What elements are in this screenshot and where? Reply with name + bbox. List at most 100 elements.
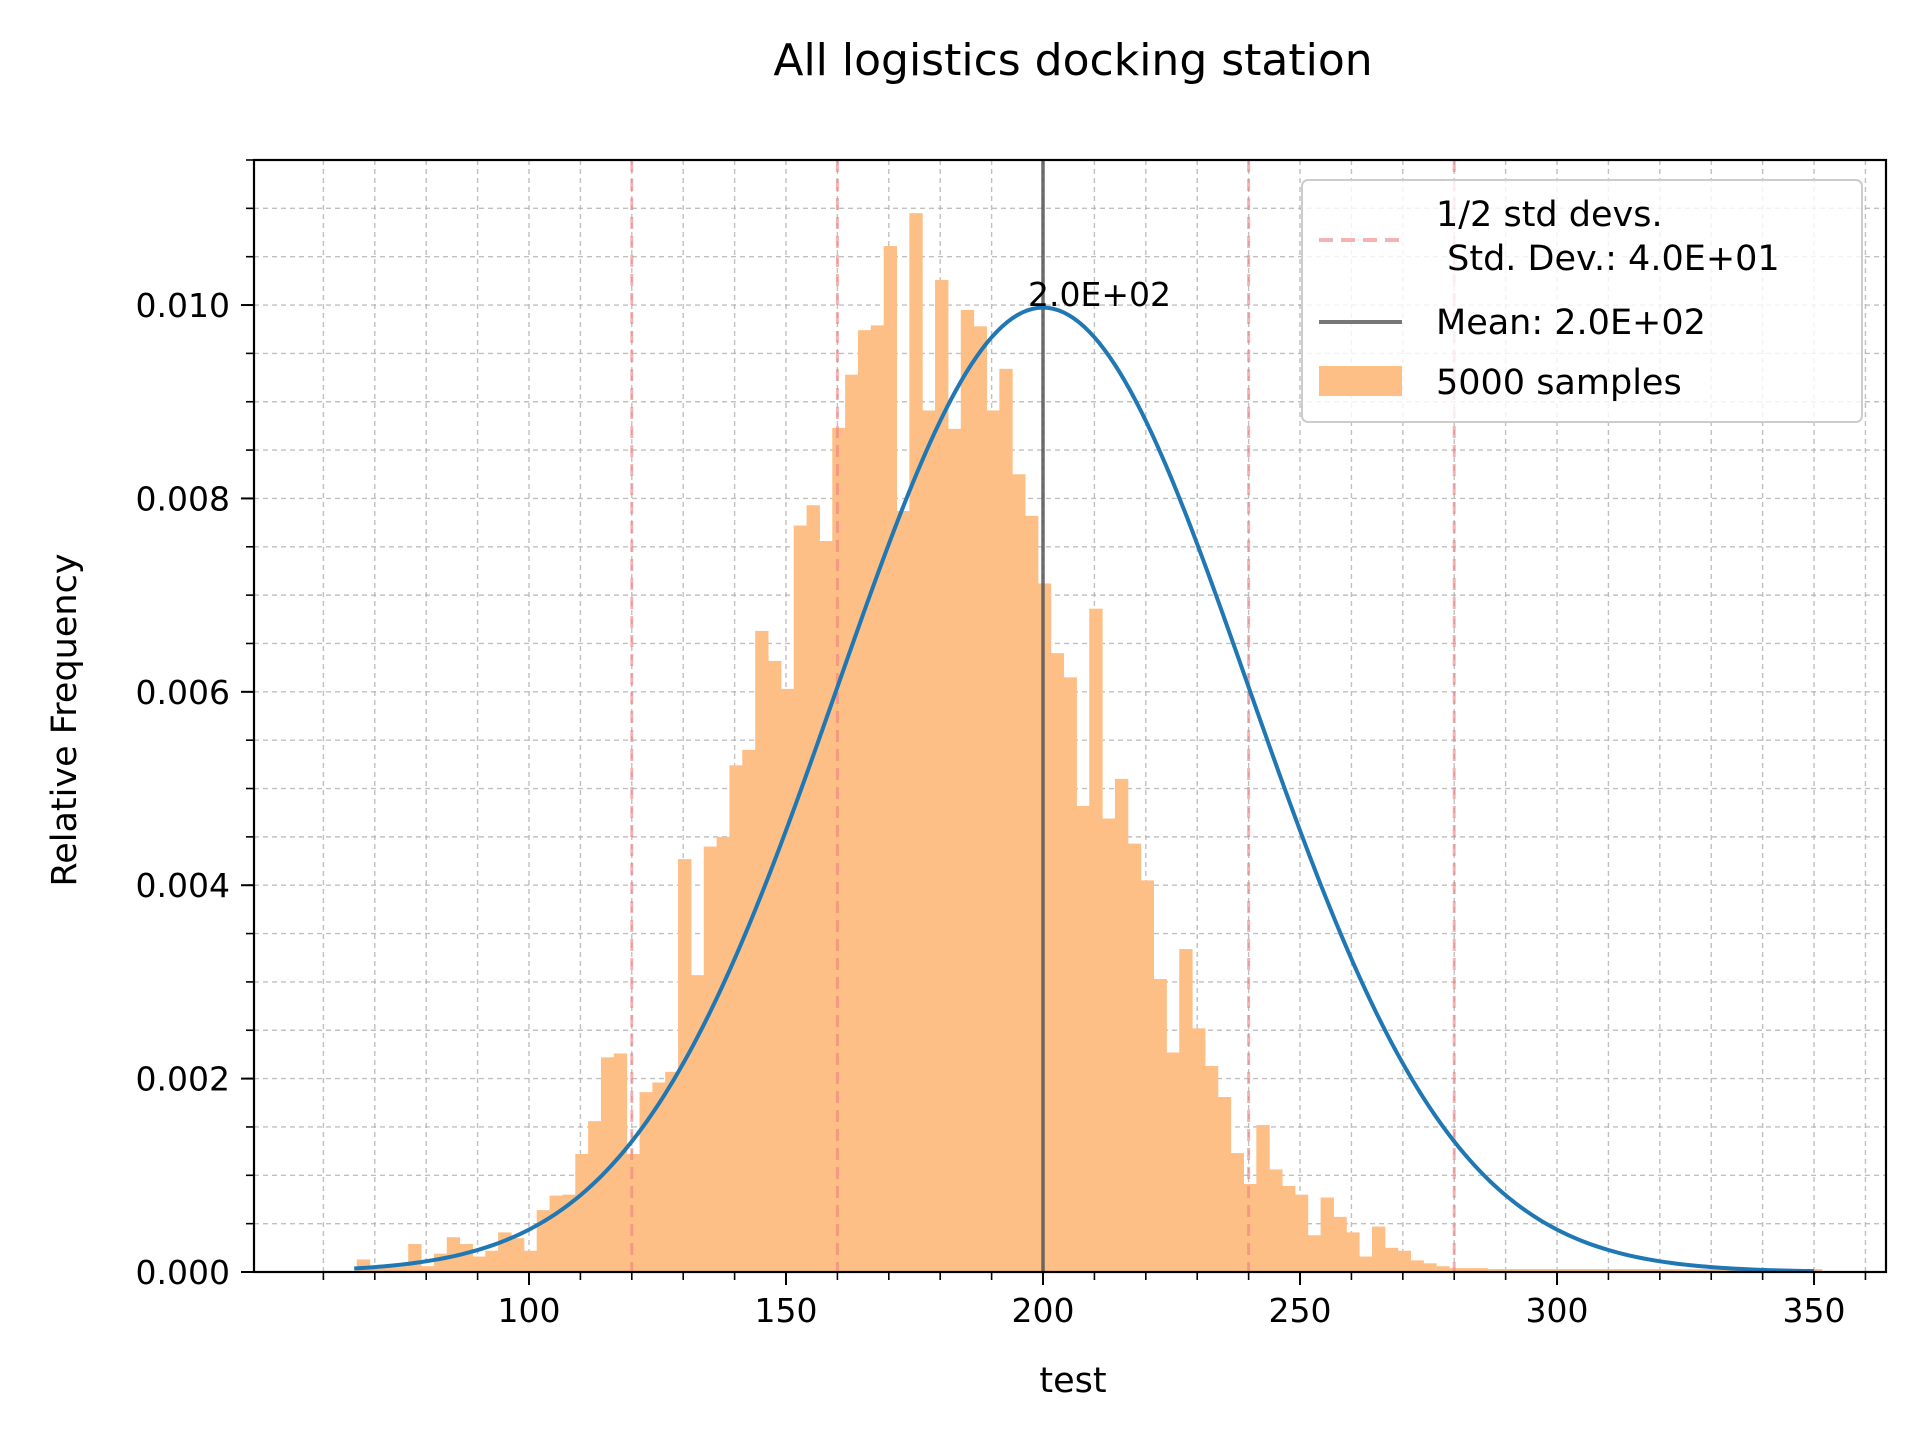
- axes: 100 150 200 250 300 350 0.000 0.002 0.004 0.006 0.…: [136, 158, 1888, 1330]
- histogram-bar: [665, 1071, 679, 1272]
- histogram-bar: [485, 1250, 499, 1272]
- x-tick-label: 250: [1269, 1291, 1332, 1330]
- histogram-bar: [562, 1194, 576, 1272]
- plot-frame: [252, 158, 1888, 1274]
- histogram-bar: [1153, 979, 1167, 1272]
- histogram-bar: [1461, 1268, 1476, 1272]
- histogram-bar: [1397, 1250, 1412, 1272]
- histogram-bar: [1384, 1247, 1399, 1272]
- histogram-bar: [408, 1243, 422, 1272]
- histogram-bar: [1012, 474, 1026, 1272]
- legend-hist-swatch: [1319, 366, 1402, 396]
- histogram-bar: [1564, 1269, 1579, 1272]
- histogram-bar: [947, 428, 962, 1272]
- chart-title: All logistics docking station: [773, 35, 1372, 86]
- histogram-bar: [1641, 1269, 1656, 1272]
- histogram-bar: [1166, 1052, 1180, 1272]
- histogram-bar: [1256, 1125, 1270, 1272]
- histogram-bar: [922, 410, 936, 1272]
- histogram-bar: [729, 765, 743, 1272]
- histogram-bar: [472, 1256, 486, 1272]
- mean-annotation: 2.0E+02: [1028, 275, 1171, 314]
- histogram-bar: [973, 326, 987, 1272]
- fit-curve: [354, 305, 1815, 1274]
- histogram-bar: [1114, 778, 1129, 1272]
- histogram-bar: [549, 1195, 563, 1272]
- histogram-bar: [511, 1238, 525, 1272]
- y-tick-label: 0.006: [136, 673, 230, 712]
- histogram-bar: [768, 660, 782, 1272]
- histogram-bar: [1294, 1194, 1309, 1272]
- histogram-bar: [999, 368, 1013, 1272]
- histogram-bar: [1667, 1269, 1681, 1272]
- histogram-bar: [613, 1053, 628, 1272]
- histogram-bar: [421, 1266, 435, 1272]
- histogram-bar: [1603, 1269, 1617, 1272]
- reference-lines: [630, 160, 1456, 1272]
- histogram-bar: [1050, 653, 1065, 1272]
- histogram-bar: [1076, 805, 1090, 1272]
- histogram-bar: [1436, 1266, 1450, 1272]
- histogram-bar: [832, 427, 846, 1273]
- histogram-bar: [1179, 949, 1193, 1272]
- histogram-bar: [716, 836, 730, 1272]
- histogram-bar: [1140, 880, 1155, 1272]
- histogram-bar: [1102, 818, 1116, 1272]
- histogram-bar: [1243, 1184, 1257, 1272]
- histogram-bar: [1706, 1269, 1720, 1272]
- histogram-bar: [369, 1266, 384, 1272]
- histogram-bar: [1423, 1263, 1437, 1272]
- histogram-bar: [1410, 1260, 1424, 1272]
- histogram-bar: [1808, 1269, 1823, 1272]
- histogram-bar: [1551, 1269, 1566, 1272]
- histogram-bar: [845, 374, 859, 1273]
- histogram-bar: [690, 975, 705, 1272]
- histogram-bar: [652, 1082, 666, 1272]
- histogram-bar: [870, 325, 885, 1272]
- histogram-bar: [1487, 1269, 1501, 1272]
- histogram-bar: [395, 1266, 409, 1272]
- histogram-bar: [1628, 1269, 1643, 1272]
- histogram-bar: [819, 540, 833, 1272]
- histogram-bar: [626, 1154, 641, 1272]
- legend-hist-label: 5000 samples: [1436, 363, 1682, 403]
- histogram-bar: [1539, 1269, 1553, 1272]
- y-tick-label: 0.000: [136, 1253, 230, 1292]
- legend-mean-label: Mean: 2.0E+02: [1436, 303, 1706, 343]
- histogram-bar: [523, 1250, 538, 1272]
- histogram-bar: [1063, 677, 1077, 1272]
- histogram-bar: [575, 1154, 589, 1272]
- histogram-bar: [1204, 1066, 1219, 1272]
- y-axis-label: Relative Frequency: [45, 553, 85, 886]
- histogram-bar: [1359, 1256, 1373, 1272]
- histogram-bar: [1192, 1028, 1206, 1272]
- y-tick-label: 0.010: [136, 286, 230, 325]
- histogram-bar: [1333, 1216, 1347, 1272]
- histogram-bar: [703, 846, 718, 1272]
- histogram-bar: [780, 688, 795, 1272]
- histogram-bar: [1089, 608, 1103, 1272]
- histogram-bar: [1320, 1197, 1334, 1272]
- y-tick-label: 0.008: [136, 479, 230, 518]
- histogram-bar: [600, 1057, 615, 1272]
- histogram-bar: [1680, 1269, 1694, 1272]
- histogram-bar: [960, 309, 975, 1272]
- histogram-bars: [356, 213, 1823, 1273]
- y-tick-label: 0.004: [136, 866, 230, 905]
- x-tick-label: 100: [497, 1291, 560, 1330]
- x-tick-label: 350: [1783, 1291, 1846, 1330]
- histogram-bar: [793, 525, 808, 1272]
- x-axis-label: test: [1039, 1361, 1106, 1401]
- y-tick-label: 0.002: [136, 1060, 230, 1099]
- histogram-bar: [1693, 1269, 1707, 1272]
- histogram-bar: [1449, 1268, 1463, 1272]
- histogram-bar: [1616, 1269, 1630, 1272]
- histogram-bar: [1282, 1185, 1296, 1272]
- histogram-bar: [1474, 1268, 1489, 1272]
- histogram-bar: [1500, 1269, 1514, 1272]
- histogram-bar: [678, 859, 692, 1272]
- histogram-bar: [857, 330, 872, 1273]
- x-tick-label: 200: [1012, 1291, 1075, 1330]
- histogram-bar: [1577, 1269, 1591, 1272]
- histogram-bar: [1230, 1153, 1244, 1272]
